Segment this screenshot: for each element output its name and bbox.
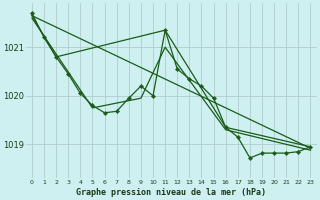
X-axis label: Graphe pression niveau de la mer (hPa): Graphe pression niveau de la mer (hPa) bbox=[76, 188, 266, 197]
